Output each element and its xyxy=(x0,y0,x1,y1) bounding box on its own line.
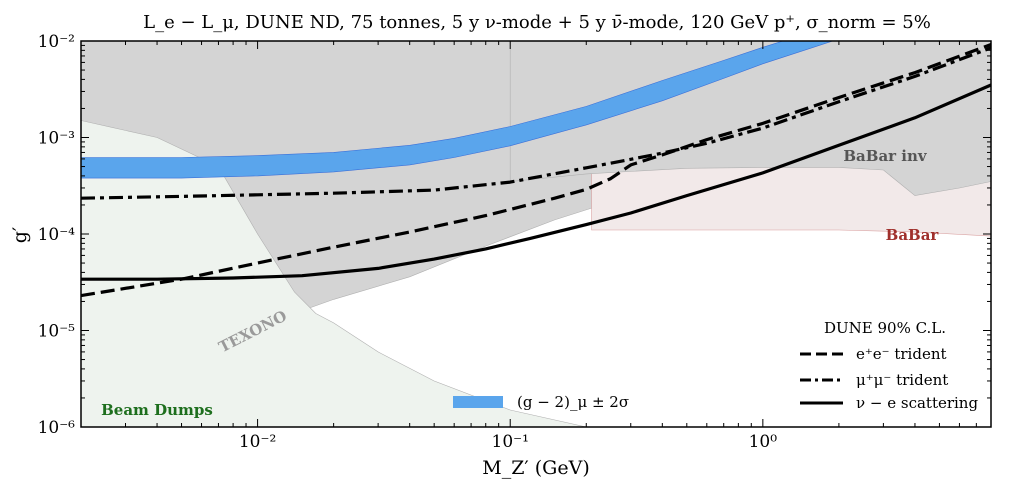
axis-tick-labels: 10⁻² 10⁻¹ 10⁰ 10⁻⁶ 10⁻⁵ 10⁻⁴ 10⁻³ 10⁻² xyxy=(38,32,778,452)
y-tick-label: 10⁻⁵ xyxy=(38,322,76,342)
x-tick-label: 10⁻¹ xyxy=(492,432,529,452)
chart-title: L_e − L_μ, DUNE ND, 75 tonnes, 5 y ν-mod… xyxy=(143,12,931,33)
annotation-babar-inv: BaBar inv xyxy=(843,147,928,165)
region-babar-inv xyxy=(509,41,991,196)
legend-title: DUNE 90% C.L. xyxy=(824,319,946,337)
annotation-beam-dumps: Beam Dumps xyxy=(101,401,213,419)
series-line-e-e-trident xyxy=(81,42,991,298)
legend-entry-mumu: μ⁺μ⁻ trident xyxy=(856,371,948,389)
legend: DUNE 90% C.L. e⁺e⁻ trident μ⁺μ⁻ trident … xyxy=(800,319,978,412)
y-axis-label: g′ xyxy=(9,227,31,243)
x-tick-label: 10⁻² xyxy=(239,432,276,452)
region-g-2-2 xyxy=(81,41,834,179)
y-tick-label: 10⁻³ xyxy=(38,129,75,149)
series-line-trident xyxy=(81,46,991,200)
sensitivity-curves xyxy=(81,42,991,298)
band-legend-swatch xyxy=(453,396,503,408)
y-tick-label: 10⁻² xyxy=(38,32,75,52)
axis-ticks xyxy=(80,41,992,428)
annotation-babar: BaBar xyxy=(886,226,940,244)
y-tick-label: 10⁻⁶ xyxy=(38,418,76,438)
y-tick-label: 10⁻⁴ xyxy=(38,225,76,245)
constraint-regions xyxy=(81,41,991,427)
band-legend-label: (g − 2)_μ ± 2σ xyxy=(517,393,629,411)
x-axis-label: M_Z′ (GeV) xyxy=(482,457,589,479)
region-beam-dumps xyxy=(81,120,587,427)
band-legend: (g − 2)_μ ± 2σ xyxy=(453,393,629,411)
legend-entry-nue: ν − e scattering xyxy=(856,394,978,412)
legend-entry-ee: e⁺e⁻ trident xyxy=(856,345,947,363)
x-tick-label: 10⁰ xyxy=(749,432,778,452)
series-line-e-scattering xyxy=(81,83,991,281)
